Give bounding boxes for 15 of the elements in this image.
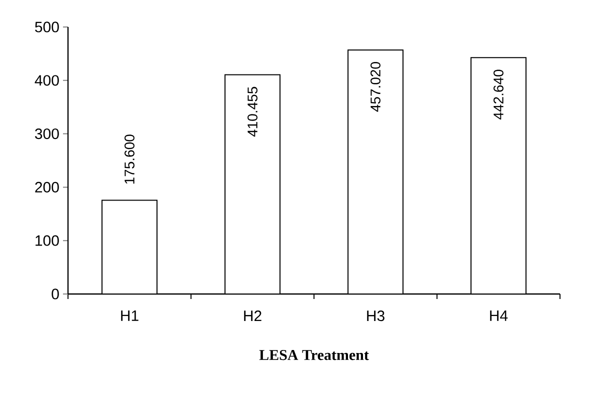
y-tick-label: 500 bbox=[35, 22, 59, 32]
y-tick-label: 400 bbox=[34, 75, 59, 86]
data-label: 175.600 bbox=[124, 134, 134, 184]
data-label: 457.020 bbox=[370, 62, 380, 112]
x-tick-label: H1 bbox=[121, 310, 138, 321]
x-tick-label: H2 bbox=[244, 310, 262, 321]
x-axis-title: LESA Treatment bbox=[259, 350, 369, 360]
x-tick-label: H4 bbox=[490, 310, 508, 321]
y-tick-label: 300 bbox=[35, 128, 59, 140]
data-label: 442.640 bbox=[494, 70, 504, 120]
data-label: 410.455 bbox=[248, 86, 258, 137]
x-tick-label: H3 bbox=[367, 310, 384, 322]
y-tick-label: 0 bbox=[52, 288, 59, 300]
y-tick-label: 100 bbox=[36, 235, 59, 246]
y-tick-label: 200 bbox=[35, 182, 59, 192]
